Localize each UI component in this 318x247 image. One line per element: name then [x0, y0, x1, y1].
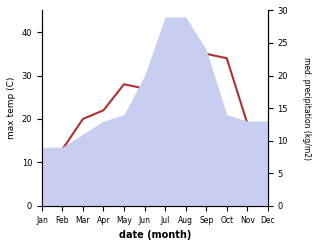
- Y-axis label: max temp (C): max temp (C): [7, 77, 16, 139]
- Y-axis label: med. precipitation (kg/m2): med. precipitation (kg/m2): [302, 57, 311, 160]
- X-axis label: date (month): date (month): [119, 230, 191, 240]
